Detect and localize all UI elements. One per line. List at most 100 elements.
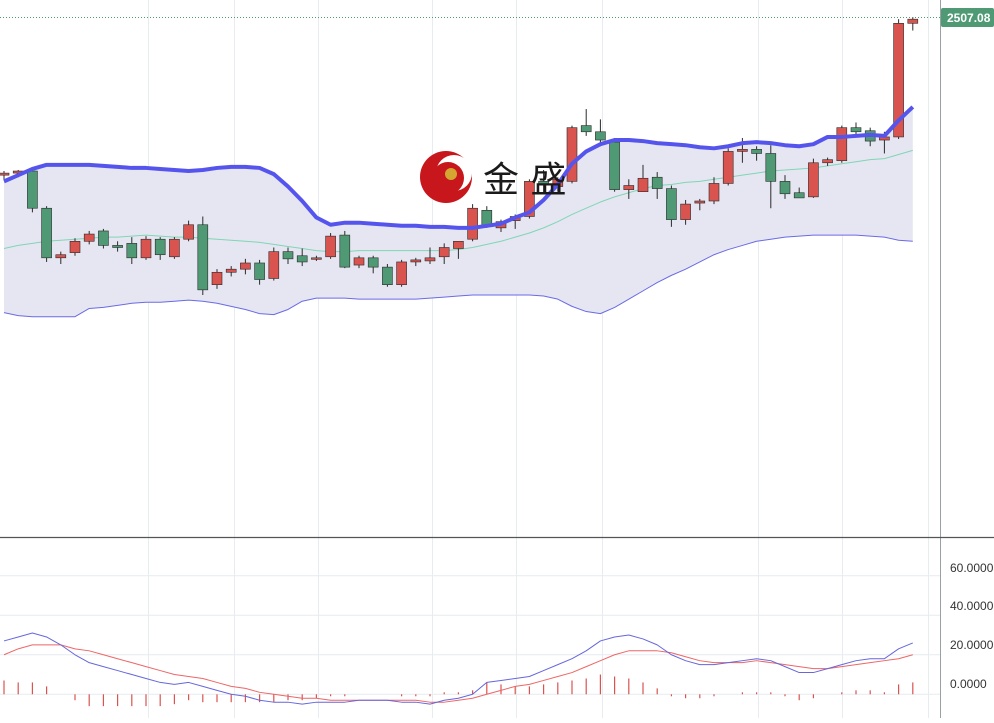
candle-body xyxy=(666,188,677,220)
macd-tick-label: 0.0000 xyxy=(950,677,987,691)
candle-body xyxy=(453,240,464,249)
last-price-tag xyxy=(941,8,994,27)
candle-body xyxy=(311,257,322,260)
candle xyxy=(367,255,379,274)
candle-body xyxy=(325,235,336,258)
candle-body xyxy=(382,266,393,285)
candle-body xyxy=(637,177,649,192)
candle-body xyxy=(779,181,791,195)
candle xyxy=(722,148,734,186)
candle-body xyxy=(808,162,819,198)
candle-body xyxy=(907,18,919,24)
candle xyxy=(793,187,805,199)
candle xyxy=(438,243,450,265)
candle-body xyxy=(126,243,138,259)
bollinger-bands xyxy=(3,106,913,318)
candle xyxy=(296,248,308,267)
candle-body xyxy=(424,257,436,262)
candle xyxy=(424,247,436,265)
candle-body xyxy=(83,233,95,242)
candle-body xyxy=(538,181,549,185)
candle xyxy=(580,109,592,136)
candle-body xyxy=(467,207,478,240)
candle-body xyxy=(580,125,592,133)
candle-body xyxy=(353,257,365,266)
candle xyxy=(822,157,833,166)
macd-tick-label: 60.0000 xyxy=(950,561,994,575)
candle-body xyxy=(112,245,123,248)
candle-body xyxy=(140,238,152,259)
candle-body xyxy=(680,203,691,220)
macd-panel xyxy=(3,632,914,707)
candle-body xyxy=(822,159,833,164)
candle xyxy=(907,17,919,31)
candle-body xyxy=(282,251,294,260)
candle-body xyxy=(268,251,280,279)
candle xyxy=(609,137,620,192)
candle xyxy=(382,264,393,287)
candle xyxy=(353,255,365,269)
candle-body xyxy=(55,254,67,259)
candle-body xyxy=(524,181,535,217)
candle-body xyxy=(410,259,422,263)
band-fill xyxy=(4,106,913,317)
candle xyxy=(396,259,407,287)
candle xyxy=(666,185,677,227)
candle xyxy=(808,158,819,198)
candle-body xyxy=(27,170,38,209)
candle xyxy=(268,247,280,281)
candle-body xyxy=(751,149,762,154)
candle xyxy=(779,175,791,199)
candlesticks xyxy=(0,17,919,296)
candle xyxy=(240,258,251,275)
candle-body xyxy=(893,22,904,138)
candle-body xyxy=(41,207,52,259)
candle-body xyxy=(197,224,209,291)
candle-body xyxy=(694,200,706,204)
candle xyxy=(225,266,237,277)
candle xyxy=(98,228,109,249)
candle-body xyxy=(595,131,606,141)
candle xyxy=(69,238,81,256)
candle xyxy=(55,251,67,265)
candle xyxy=(41,206,52,262)
signal-line xyxy=(3,644,913,703)
candle xyxy=(126,237,138,265)
candle xyxy=(282,247,294,265)
candle-body xyxy=(98,230,109,246)
macd-tick-label: 40.0000 xyxy=(950,599,994,613)
candle xyxy=(453,240,464,259)
candle xyxy=(751,146,762,161)
candle xyxy=(140,236,152,260)
candle xyxy=(467,204,478,242)
candle xyxy=(623,179,635,199)
candle-body xyxy=(240,262,251,270)
candle-body xyxy=(765,153,777,182)
candle xyxy=(566,125,578,184)
candle xyxy=(311,255,322,261)
candle xyxy=(538,170,549,194)
candle xyxy=(27,168,38,213)
candle-body xyxy=(0,172,10,176)
macd-tick-label: 20.0000 xyxy=(950,638,994,652)
candle-body xyxy=(836,127,848,162)
candle-body xyxy=(566,127,578,182)
candle xyxy=(850,122,862,135)
candle xyxy=(169,237,180,259)
candle xyxy=(637,164,649,192)
candle xyxy=(410,257,422,267)
candle-body xyxy=(211,271,223,285)
candle-body xyxy=(183,224,194,240)
candle xyxy=(254,259,265,285)
candle-body xyxy=(367,257,379,268)
candle xyxy=(680,199,691,225)
candle-body xyxy=(651,176,663,189)
candle-body xyxy=(438,247,450,258)
candle xyxy=(211,269,223,289)
candle xyxy=(112,241,123,252)
lower-band-line xyxy=(3,234,913,318)
upper-band-line xyxy=(3,105,915,230)
candle-body xyxy=(69,240,81,253)
